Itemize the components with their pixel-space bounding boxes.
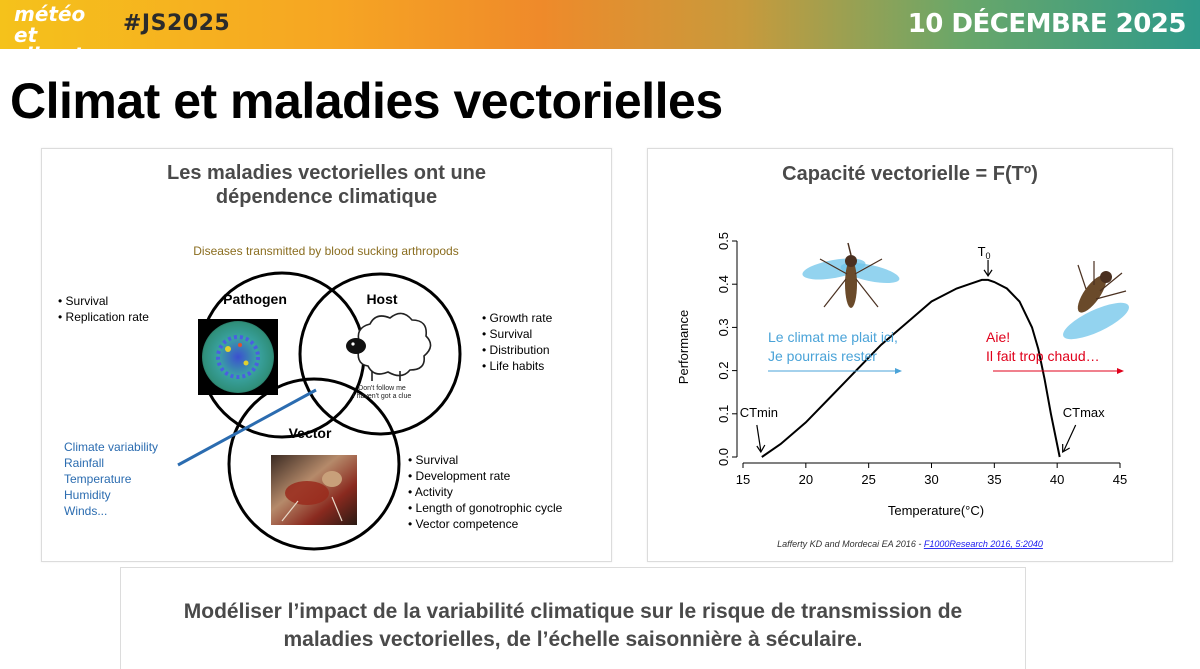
meteo-et-climat-logo: météo et climat [14,2,86,67]
svg-text:Aie!: Aie! [986,329,1010,345]
svg-text:Temperature: Temperature [64,472,132,486]
venn-diagram: Diseases transmitted by blood sucking ar… [58,244,563,551]
x-tick-label: 45 [1113,472,1127,487]
svg-text:Don't follow me: Don't follow me [358,385,406,392]
slide-title: Climat et maladies vectorielles [10,73,723,129]
ctmax-arrowhead [1062,444,1070,454]
svg-text:Je pourrais rester: Je pourrais rester [768,348,877,364]
chart-annotations: T0 CTmin CTmax [740,244,1105,454]
y-tick-label: 0.0 [716,448,731,466]
y-tick-label: 0.5 [716,232,731,250]
host-circle [298,272,462,436]
left-panel: Les maladies vectorielles ont une dépend… [41,148,612,562]
svg-text:Climate variability: Climate variability [64,440,158,454]
x-tick-label: 40 [1050,472,1064,487]
left-panel-title: Les maladies vectorielles ont une dépend… [166,162,486,208]
x-tick-label: 25 [861,472,875,487]
citation: Lafferty KD and Mordecai EA 2016 - F1000… [777,539,1043,549]
svg-text:Humidity: Humidity [64,488,111,502]
right-panel-title: Capacité vectorielle = F(Tº) [782,163,1038,185]
y-axis-label: Performance [676,310,691,384]
ctmin-label: CTmin [740,405,778,420]
event-date: 10 DÉCEMBRE 2025 [907,9,1187,39]
heat-annotation: Aie! Il fait trop chaud… [986,329,1124,374]
ctmax-arrow [1063,424,1077,452]
svg-text:Le climat me plait ici,: Le climat me plait ici, [768,329,898,345]
svg-text:• Survival: • Survival [58,294,108,308]
right-panel: Capacité vectorielle = F(Tº) 15 20 25 30 35 4… [647,148,1173,562]
pathogen-traits: • Survival • Replication rate [58,294,149,324]
svg-text:• Activity: • Activity [408,485,453,499]
svg-text:Il fait trop chaud…: Il fait trop chaud… [986,348,1100,364]
svg-text:• Growth rate: • Growth rate [482,311,553,325]
pathogen-label: Pathogen [223,291,287,307]
svg-text:• Distribution: • Distribution [482,343,550,357]
climate-factors: Climate variability Rainfall Temperature… [64,440,158,518]
vector-traits: • Survival • Development rate • Activity… [408,453,563,531]
x-tick-label: 30 [924,472,938,487]
optimum-arrowhead [983,269,993,277]
svg-text:Winds...: Winds... [64,504,107,518]
svg-text:• Survival: • Survival [408,453,458,467]
x-tick-label: 35 [987,472,1001,487]
svg-text:• Replication rate: • Replication rate [58,310,149,324]
svg-text:I haven't got a clue: I haven't got a clue [353,393,412,400]
y-tick-label: 0.3 [716,318,731,336]
chart-axes: 15 20 25 30 35 40 45 0.0 0.1 0.2 0.3 0.4 0.5 [716,232,1127,487]
y-tick-label: 0.1 [716,405,731,423]
svg-text:Rainfall: Rainfall [64,456,104,470]
optimum-temperature-label: T0 [978,244,991,261]
ctmin-arrow [756,424,762,452]
thermal-performance-chart: 15 20 25 30 35 40 45 0.0 0.1 0.2 0.3 0.4 0.5 T0 CTmin… [676,232,1129,549]
host-traits: • Growth rate • Survival • Distribution … [482,311,553,373]
event-hashtag: #JS2025 [123,11,231,36]
diagram-caption: Diseases transmitted by blood sucking ar… [193,244,458,258]
svg-text:• Length of gonotrophic cycle: • Length of gonotrophic cycle [408,501,563,515]
svg-text:• Survival: • Survival [482,327,532,341]
climate-arrow [177,388,317,467]
host-label: Host [366,291,397,307]
overheated-mosquito-illustration [1063,261,1129,340]
bottom-statement: Modéliser l’impact de la variabilité cli… [183,600,963,651]
header-banner: météo et climat #JS2025 10 DÉCEMBRE 2025 [0,0,1200,67]
y-tick-label: 0.2 [716,362,731,380]
y-tick-label: 0.4 [716,275,731,293]
ctmax-label: CTmax [1063,405,1105,420]
happy-mosquito-illustration [802,242,900,308]
vector-circle [227,377,401,551]
svg-text:• Life habits: • Life habits [482,359,544,373]
comfort-annotation: Le climat me plait ici, Je pourrais rest… [768,329,902,374]
bottom-statement-box: Modéliser l’impact de la variabilité cli… [120,567,1026,669]
svg-text:• Development rate: • Development rate [408,469,511,483]
ctmin-arrowhead [756,444,766,454]
x-tick-label: 20 [799,472,813,487]
performance-curve [761,278,1061,458]
svg-text:• Vector competence: • Vector competence [408,517,519,531]
virus-image [198,319,278,395]
x-axis-label: Temperature(°C) [888,503,984,518]
x-tick-label: 15 [736,472,750,487]
sheep-drawing: Don't follow me I haven't got a clue [346,312,432,400]
mosquito-photo [271,455,357,525]
citation-link[interactable]: F1000Research 2016, 5:2040 [924,539,1043,549]
vector-label: Vector [289,425,332,441]
